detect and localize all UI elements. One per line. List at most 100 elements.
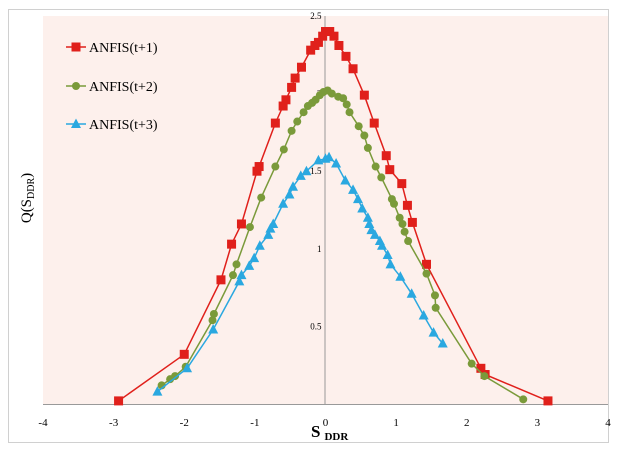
- x-tick-label: 3: [535, 417, 541, 429]
- data-point: [257, 193, 266, 202]
- data-point: [354, 122, 363, 131]
- x-tick-label: -4: [38, 417, 48, 429]
- data-point: [407, 217, 417, 227]
- data-point: [381, 151, 391, 161]
- legend-swatch-marker: [71, 42, 81, 52]
- legend-swatch-marker: [71, 118, 81, 128]
- data-point: [385, 165, 395, 175]
- data-point: [339, 94, 348, 103]
- data-point: [114, 396, 124, 406]
- series-layer: [114, 27, 553, 406]
- data-point: [363, 143, 372, 152]
- x-tick-label: 4: [605, 417, 611, 429]
- x-tick-label: 2: [464, 417, 470, 429]
- data-point: [252, 166, 262, 176]
- data-point: [287, 126, 296, 135]
- data-point: [278, 101, 288, 111]
- data-point: [271, 162, 280, 171]
- data-point: [345, 108, 354, 117]
- legend-item: ANFIS(t+1): [66, 41, 158, 56]
- data-point: [318, 31, 328, 41]
- data-point: [359, 90, 369, 100]
- x-tick-label: 0: [323, 417, 329, 429]
- data-point: [421, 259, 431, 269]
- data-point: [279, 145, 288, 154]
- data-point: [208, 324, 219, 334]
- data-point: [352, 193, 363, 204]
- data-point: [324, 151, 335, 162]
- legend-item: ANFIS(t+2): [66, 80, 158, 95]
- data-point: [395, 213, 404, 222]
- legend: ANFIS(t+1) ANFIS(t+2) ANFIS(t+3): [66, 41, 158, 133]
- data-point: [360, 131, 369, 140]
- data-point: [418, 310, 429, 320]
- data-point: [182, 362, 193, 373]
- x-tick-label: -2: [180, 417, 189, 429]
- data-point: [254, 240, 265, 250]
- y-tick-label: 2.5: [310, 11, 322, 21]
- data-point: [480, 372, 489, 381]
- data-point: [404, 237, 413, 246]
- data-point: [431, 303, 440, 312]
- data-point: [348, 184, 359, 194]
- data-point: [329, 31, 339, 41]
- data-point: [179, 349, 189, 359]
- data-point: [290, 73, 300, 83]
- legend-item: ANFIS(t+3): [66, 118, 158, 133]
- data-point: [299, 108, 308, 117]
- data-point: [371, 162, 380, 171]
- legend-label: ANFIS(t+3): [89, 118, 158, 133]
- data-point: [430, 291, 439, 300]
- data-point: [382, 249, 393, 260]
- y-axis-title: Q(SDDR): [19, 173, 37, 223]
- data-point: [171, 372, 180, 381]
- data-point: [281, 95, 291, 105]
- data-point: [428, 327, 439, 337]
- data-point: [293, 117, 302, 126]
- series-2: [157, 86, 528, 404]
- data-point: [313, 37, 323, 47]
- data-point: [268, 218, 279, 228]
- data-point: [395, 271, 406, 281]
- data-point: [369, 118, 379, 128]
- data-point: [296, 62, 306, 72]
- data-point: [342, 100, 351, 109]
- x-tick-label: 1: [393, 417, 399, 429]
- data-point: [377, 173, 386, 182]
- data-point: [331, 157, 342, 168]
- data-point: [519, 395, 528, 404]
- data-point: [402, 200, 412, 210]
- data-point: [543, 396, 553, 406]
- data-point: [348, 64, 358, 74]
- data-point: [400, 227, 409, 236]
- data-point: [249, 252, 260, 263]
- data-point: [232, 260, 241, 269]
- y-tick-label: 1: [317, 244, 322, 254]
- data-point: [236, 269, 247, 280]
- data-point: [152, 386, 163, 396]
- data-point: [278, 198, 289, 208]
- data-point: [325, 27, 335, 37]
- data-point: [227, 239, 237, 249]
- data-point: [254, 162, 264, 172]
- data-point: [244, 260, 255, 270]
- data-point: [295, 170, 306, 180]
- legend-label: ANFIS(t+1): [89, 41, 158, 56]
- data-point: [284, 188, 295, 199]
- data-point: [398, 219, 407, 228]
- data-point: [362, 212, 373, 222]
- data-point: [245, 223, 254, 232]
- data-point: [288, 181, 299, 191]
- data-point: [385, 258, 396, 269]
- data-point: [209, 309, 218, 318]
- data-point: [216, 275, 226, 285]
- legend-label: ANFIS(t+2): [89, 80, 158, 95]
- data-point: [327, 89, 336, 98]
- data-point: [287, 82, 297, 92]
- x-tick-label: -3: [109, 417, 119, 429]
- data-point: [377, 240, 387, 250]
- data-point: [422, 269, 431, 278]
- data-point: [341, 51, 351, 61]
- data-point: [234, 275, 245, 286]
